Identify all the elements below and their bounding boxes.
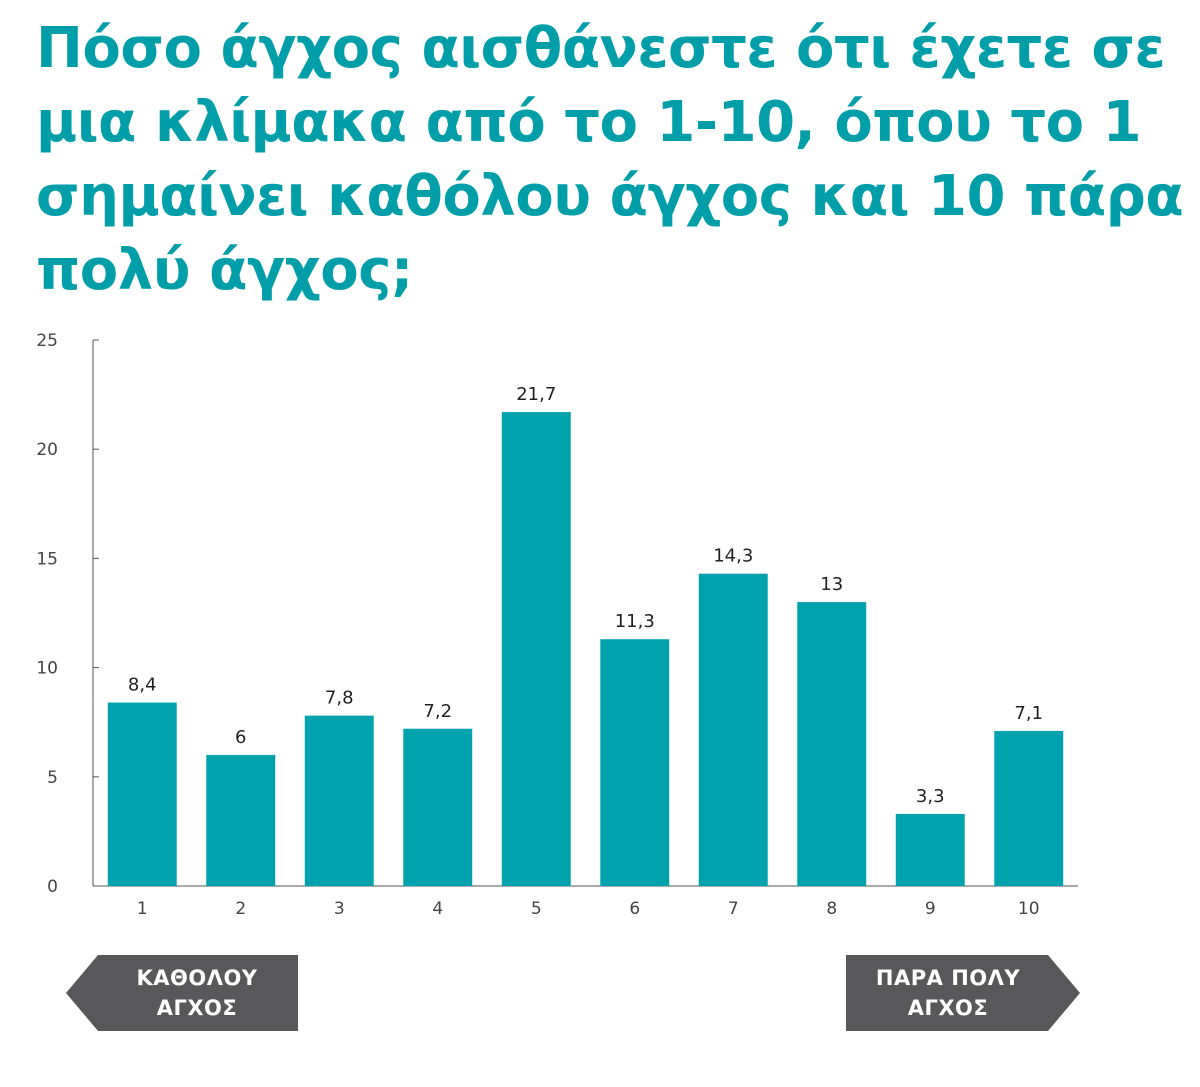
y-tick-label: 0 [47,877,58,897]
callout-no-stress: ΚΑΘΟΛΟΥ ΑΓΧΟΣ [66,955,298,1031]
bar [600,639,670,886]
chart-title: Πόσο άγχος αισθάνεστε ότι έχετε σε μια κ… [36,16,1184,303]
callout-no-stress-line2: ΑΓΧΟΣ [156,996,238,1020]
bar-value-label: 7,1 [1014,703,1043,724]
callout-high-stress-line2: ΑΓΧΟΣ [907,996,989,1020]
y-tick-label: 20 [36,440,58,460]
bar [994,730,1064,886]
bar [698,573,768,886]
x-tick-label: 8 [826,899,837,919]
bar [107,702,177,886]
x-tick-label: 10 [1018,899,1040,919]
y-tick-label: 5 [47,768,58,788]
bar-value-label: 6 [235,727,246,748]
x-tick-label: 5 [531,899,542,919]
callout-high-stress-line1: ΠΑΡΑ ΠΟΛΥ [875,966,1021,990]
bar-value-label: 3,3 [916,786,945,807]
bar-value-label: 14,3 [713,546,753,567]
x-tick-label: 3 [334,899,345,919]
bar-value-label: 7,8 [325,688,354,709]
bar-value-label: 7,2 [423,701,452,722]
x-tick-label: 2 [235,899,246,919]
bar [304,715,374,886]
bar [895,813,965,886]
y-tick-label: 15 [36,549,58,569]
bar-value-label: 11,3 [615,611,655,632]
x-tick-label: 1 [137,899,148,919]
x-axis: 1 2 3 4 5 6 7 8 9 10 [93,885,1078,919]
y-tick-label: 25 [36,331,58,351]
bar-value-label: 13 [820,574,843,595]
bars [107,412,1064,886]
bar [797,602,867,886]
bar [206,754,276,886]
x-tick-label: 4 [432,899,443,919]
callout-high-stress: ΠΑΡΑ ΠΟΛΥ ΑΓΧΟΣ [846,955,1080,1031]
x-tick-label: 6 [629,899,640,919]
x-tick-label: 9 [925,899,936,919]
bar-value-label: 8,4 [128,675,157,696]
y-axis: 0 5 10 15 20 25 [36,331,99,897]
value-labels: 8,4 6 7,8 7,2 21,7 11,3 14,3 13 3,3 7,1 [128,384,1043,807]
bar-value-label: 21,7 [516,384,556,405]
x-tick-label: 7 [728,899,739,919]
bar [501,412,571,886]
bar [403,728,473,886]
callout-no-stress-line1: ΚΑΘΟΛΟΥ [136,966,258,990]
y-tick-label: 10 [36,659,58,679]
